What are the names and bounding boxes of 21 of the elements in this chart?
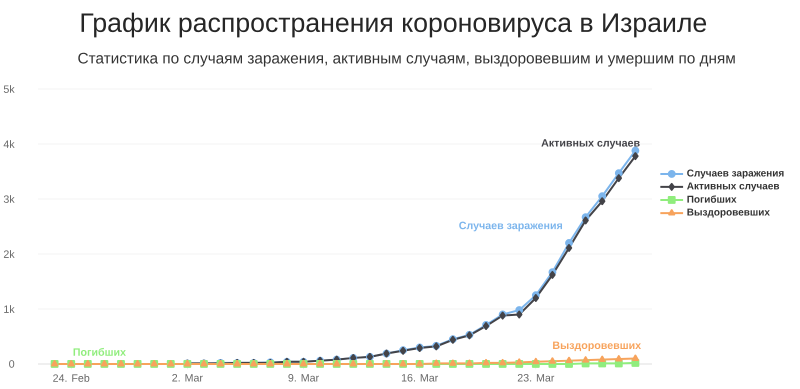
text: Случаев заражения bbox=[459, 222, 562, 232]
x-tick-label: 16. Mar bbox=[402, 374, 438, 382]
y-tick-label: 5k bbox=[4, 85, 15, 93]
chart-subtitle: Статистика по случаям заражения, активным случаям, выздоровевшим и умершим по дням bbox=[78, 52, 735, 67]
y-tick-label: 1k bbox=[4, 305, 15, 313]
y-tick-label: 3k bbox=[4, 195, 15, 203]
legend-label: Активных случаев bbox=[687, 182, 780, 192]
x-tick-label: 23. Mar bbox=[518, 374, 554, 382]
x-tick-label: 9. Mar bbox=[288, 374, 319, 382]
y-tick-label: 2k bbox=[4, 250, 15, 258]
legend-label: Погибших bbox=[687, 195, 737, 203]
text: Погибших bbox=[74, 348, 126, 356]
text: Активных случаев bbox=[541, 139, 640, 149]
y-tick-label: 4k bbox=[4, 140, 15, 148]
chart-title: График распространения короновируса в Израиле bbox=[82, 12, 706, 38]
x-tick-label: 24. Feb bbox=[53, 374, 90, 382]
legend-label: Выздоровевших bbox=[687, 208, 770, 218]
legend-label: Случаев заражения bbox=[687, 169, 784, 179]
x-tick-label: 2. Mar bbox=[172, 374, 203, 382]
text: Выздоровевших bbox=[553, 342, 642, 352]
y-tick-label: 0 bbox=[9, 360, 14, 368]
